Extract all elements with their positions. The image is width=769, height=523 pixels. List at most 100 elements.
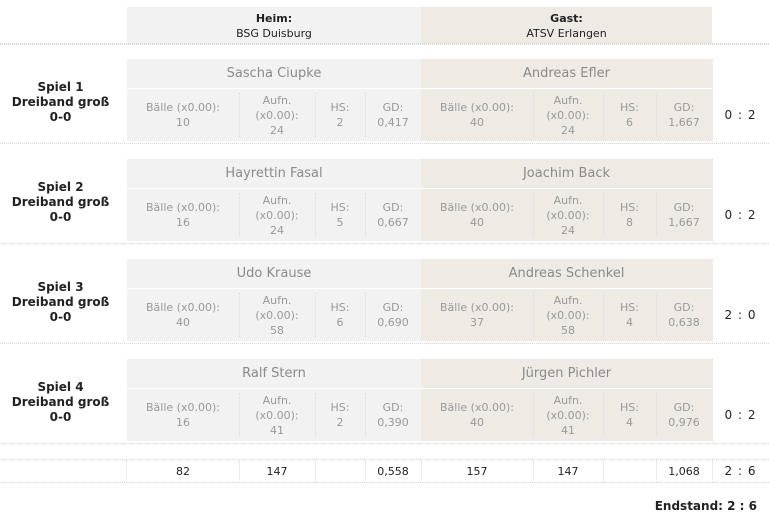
innings-label-unit: (x0.00): <box>255 408 299 422</box>
guest-hs-cell: HS: 6 <box>603 89 656 141</box>
guest-hs-cell: HS: 4 <box>603 289 656 341</box>
guest-gd-cell: GD: 1,667 <box>656 189 712 241</box>
gd-label: GD: <box>382 301 404 314</box>
guest-team-name: ATSV Erlangen <box>526 26 607 40</box>
guest-player-name: Andreas Schenkel <box>421 259 712 288</box>
col-divider <box>315 460 316 482</box>
col-divider <box>656 293 657 337</box>
col-divider <box>239 460 240 482</box>
game-label: Spiel 4 Dreiband groß 0-0 <box>0 374 121 430</box>
col-divider <box>533 393 534 437</box>
innings-label-unit: (x0.00): <box>255 208 299 222</box>
hs-label: HS: <box>330 301 350 314</box>
guest-innings-cell: Aufn. (x0.00): 41 <box>533 389 603 441</box>
row-divider <box>0 482 769 483</box>
innings-label-unit: (x0.00): <box>546 308 590 322</box>
col-divider <box>656 193 657 237</box>
guest-gd-value: 0,976 <box>668 416 700 429</box>
game-title: Spiel 4 <box>37 379 84 394</box>
home-balls-value: 16 <box>176 416 190 429</box>
col-divider <box>239 193 240 237</box>
innings-label: Aufn. <box>262 193 292 207</box>
col-divider <box>712 59 713 141</box>
guest-balls-value: 40 <box>470 116 484 129</box>
gd-label: GD: <box>673 401 695 414</box>
home-balls-cell: Bälle (x0.00): 16 <box>127 189 239 241</box>
home-balls-cell: Bälle (x0.00): 10 <box>127 89 239 141</box>
guest-balls-cell: Bälle (x0.00): 40 <box>421 389 533 441</box>
gd-label: GD: <box>673 101 695 114</box>
home-gd-cell: GD: 0,667 <box>365 189 421 241</box>
home-hs-value: 2 <box>336 116 344 129</box>
game-title: Spiel 1 <box>37 79 84 94</box>
col-divider <box>365 460 366 482</box>
col-divider <box>603 193 604 237</box>
col-divider <box>603 293 604 337</box>
col-divider <box>315 193 316 237</box>
guest-balls-value: 37 <box>470 316 484 329</box>
row-divider <box>0 243 769 244</box>
hs-label: HS: <box>620 401 639 414</box>
innings-label: Aufn. <box>262 393 292 407</box>
col-divider <box>533 460 534 482</box>
balls-label: Bälle (x0.00): <box>146 201 220 214</box>
col-divider <box>365 293 366 337</box>
guest-innings-value: 24 <box>561 223 575 237</box>
game-discipline: Dreiband groß <box>11 194 110 209</box>
guest-balls-value: 40 <box>470 416 484 429</box>
innings-label-unit: (x0.00): <box>546 408 590 422</box>
hs-label: HS: <box>330 401 350 414</box>
total-home-innings: 147 <box>266 464 288 478</box>
game-score: 0 : 2 <box>724 407 757 422</box>
home-balls-value: 40 <box>176 316 190 329</box>
home-caption: Heim: <box>255 11 293 25</box>
col-divider <box>533 93 534 137</box>
home-hs-cell: HS: 6 <box>315 289 365 341</box>
home-hs-cell: HS: 5 <box>315 189 365 241</box>
home-team-name: BSG Duisburg <box>236 26 312 40</box>
innings-label: Aufn. <box>553 193 583 207</box>
innings-label: Aufn. <box>553 293 583 307</box>
guest-innings-cell: Aufn. (x0.00): 24 <box>533 189 603 241</box>
row-divider <box>0 343 769 344</box>
game-discipline: Dreiband groß <box>11 394 110 409</box>
home-innings-value: 41 <box>270 423 284 437</box>
home-hs-cell: HS: 2 <box>315 89 365 141</box>
total-guest-innings: 147 <box>557 464 579 478</box>
balls-label: Bälle (x0.00): <box>440 301 514 314</box>
row-divider <box>0 443 769 444</box>
gd-label: GD: <box>673 201 695 214</box>
home-innings-cell: Aufn. (x0.00): 58 <box>239 289 315 341</box>
game-label: Spiel 3 Dreiband groß 0-0 <box>0 274 121 330</box>
home-innings-value: 24 <box>270 123 284 137</box>
home-gd-value: 0,667 <box>377 216 409 229</box>
guest-hs-cell: HS: 4 <box>603 389 656 441</box>
guest-innings-cell: Aufn. (x0.00): 58 <box>533 289 603 341</box>
guest-innings-value: 58 <box>561 323 575 337</box>
gd-label: GD: <box>382 101 404 114</box>
row-divider <box>0 44 769 45</box>
col-divider <box>533 193 534 237</box>
game-score: 2 : 0 <box>724 307 757 322</box>
home-innings-cell: Aufn. (x0.00): 24 <box>239 189 315 241</box>
row-divider <box>0 143 769 144</box>
home-innings-value: 58 <box>270 323 284 337</box>
col-divider <box>421 460 422 482</box>
home-player-name: Sascha Ciupke <box>127 59 421 88</box>
home-balls-cell: Bälle (x0.00): 16 <box>127 389 239 441</box>
guest-balls-value: 40 <box>470 216 484 229</box>
guest-gd-cell: GD: 1,667 <box>656 89 712 141</box>
home-player-name: Udo Krause <box>127 259 421 288</box>
game-score: 0 : 2 <box>724 207 757 222</box>
col-divider <box>365 93 366 137</box>
balls-label: Bälle (x0.00): <box>146 101 220 114</box>
home-player-name: Ralf Stern <box>127 359 421 388</box>
col-divider <box>126 460 127 482</box>
guest-gd-value: 0,638 <box>668 316 700 329</box>
total-home-gd: 0,558 <box>377 464 409 478</box>
col-divider <box>239 93 240 137</box>
innings-label: Aufn. <box>553 393 583 407</box>
col-divider <box>656 460 657 482</box>
guest-gd-cell: GD: 0,976 <box>656 389 712 441</box>
guest-team-header: Gast: ATSV Erlangen <box>421 7 712 44</box>
